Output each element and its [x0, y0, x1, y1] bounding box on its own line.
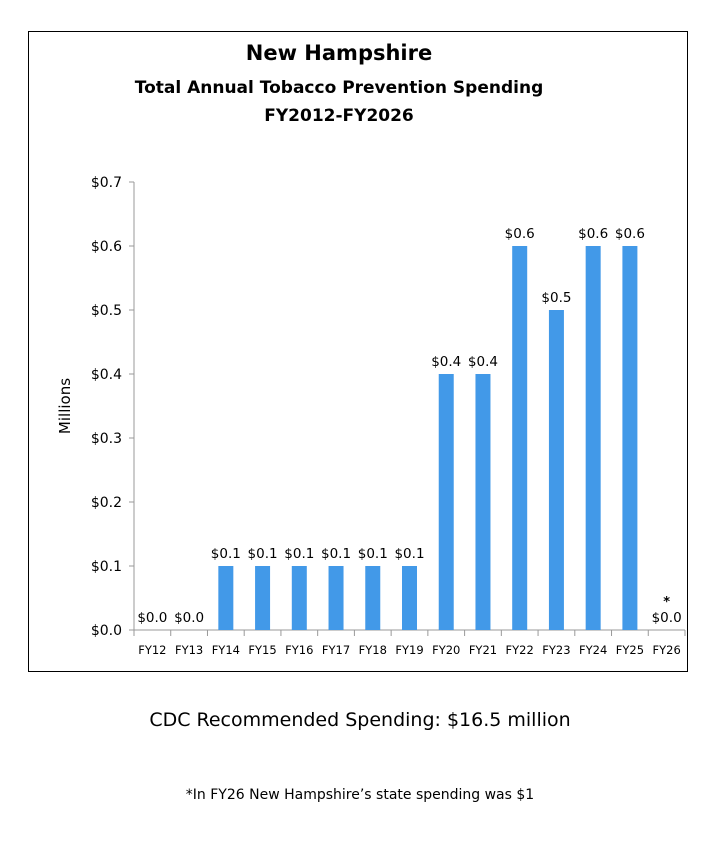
bar [328, 566, 344, 630]
data-label: $0.1 [248, 546, 278, 562]
chart-title-line: Total Annual Tobacco Prevention Spending [135, 78, 544, 98]
y-tick-label: $0.2 [91, 495, 122, 511]
data-label: $0.1 [394, 546, 424, 562]
data-label: $0.6 [615, 226, 645, 242]
footnote: *In FY26 New Hampshire’s state spending … [185, 787, 535, 803]
data-label: $0.0 [137, 610, 167, 626]
x-tick-label: FY19 [395, 643, 423, 657]
bar [402, 566, 417, 630]
data-label: $0.0 [652, 610, 682, 626]
recommended-spending: CDC Recommended Spending: $16.5 million [149, 709, 571, 731]
x-tick-label: FY22 [506, 643, 534, 657]
data-label: $0.1 [211, 546, 241, 562]
bar [475, 374, 491, 630]
x-tick-label: FY14 [212, 643, 240, 657]
x-tick-label: FY20 [432, 643, 460, 657]
x-tick-label: FY23 [542, 643, 570, 657]
data-label: $0.0 [174, 610, 204, 626]
data-label: $0.5 [541, 290, 571, 306]
y-tick-label: $0.1 [91, 559, 122, 575]
bar [548, 310, 564, 630]
x-tick-label: FY24 [579, 643, 607, 657]
bar [438, 374, 454, 630]
data-label: $0.1 [284, 546, 314, 562]
x-tick-label: FY26 [652, 643, 680, 657]
bar [218, 566, 234, 630]
chart-title-line: New Hampshire [246, 41, 432, 65]
chart-frame [28, 31, 688, 672]
y-tick-label: $0.3 [91, 431, 122, 447]
x-tick-label: FY18 [359, 643, 387, 657]
bar [255, 566, 271, 630]
data-label: $0.6 [578, 226, 608, 242]
x-tick-label: FY21 [469, 643, 497, 657]
y-tick-label: $0.4 [91, 367, 122, 383]
chart-title-line: FY2012-FY2026 [264, 106, 414, 126]
bar [622, 246, 638, 630]
y-tick-label: $0.7 [91, 175, 122, 191]
bar [512, 246, 528, 630]
x-tick-label: FY13 [175, 643, 203, 657]
x-tick-label: FY16 [285, 643, 313, 657]
y-axis-label: Millions [56, 378, 74, 434]
x-tick-label: FY15 [248, 643, 276, 657]
bar [291, 566, 307, 630]
data-label: $0.1 [358, 546, 388, 562]
y-tick-label: $0.5 [91, 303, 122, 319]
x-tick-label: FY17 [322, 643, 350, 657]
data-label: $0.4 [431, 354, 461, 370]
data-label: $0.1 [321, 546, 351, 562]
data-label: $0.4 [468, 354, 498, 370]
y-tick-label: $0.0 [91, 623, 122, 639]
data-label: $0.6 [505, 226, 535, 242]
y-tick-label: $0.6 [91, 239, 122, 255]
annotation-asterisk: * [663, 595, 670, 610]
bar [365, 566, 381, 630]
bar [585, 246, 601, 630]
x-tick-label: FY12 [138, 643, 166, 657]
x-tick-label: FY25 [616, 643, 644, 657]
